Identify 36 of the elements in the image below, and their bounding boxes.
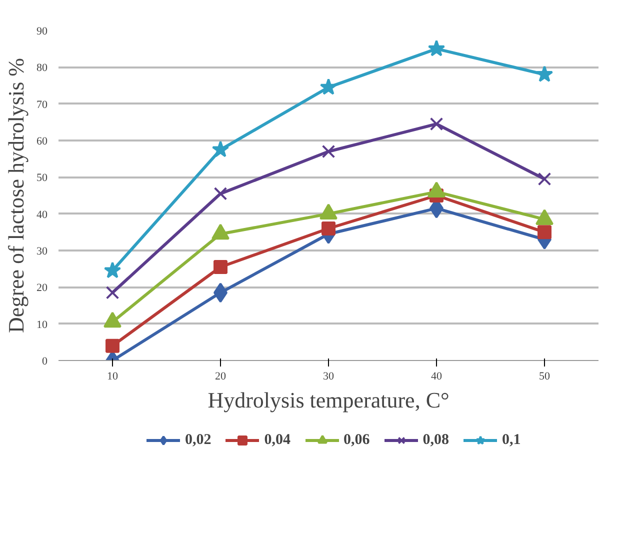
point	[214, 187, 228, 200]
x-tick-label: 10	[107, 370, 118, 382]
point	[106, 286, 120, 300]
x-tick-label: 30	[323, 370, 334, 382]
point	[428, 40, 446, 56]
y-tick-label: 40	[36, 208, 48, 221]
y-tick-label: 10	[36, 318, 48, 331]
point	[536, 66, 554, 82]
point	[104, 262, 122, 278]
y-tick-label: 50	[36, 172, 48, 184]
point	[430, 117, 444, 131]
x-axis-title: Hydrolysis temperature, C°	[208, 388, 450, 412]
legend-label: 0,06	[344, 432, 370, 448]
y-tick-label: 20	[36, 282, 48, 294]
legend-label: 0,04	[264, 432, 290, 448]
x-tick-label: 20	[215, 370, 226, 382]
y-tick-label: 90	[36, 26, 48, 38]
legend-label: 0,08	[422, 432, 449, 448]
legend-label: 0,02	[185, 432, 212, 448]
point	[322, 222, 336, 236]
point	[538, 172, 552, 186]
x-tick-label: 40	[431, 370, 442, 382]
y-tick-label: 80	[36, 62, 48, 74]
point	[214, 260, 228, 274]
point	[538, 225, 552, 240]
y-tick-label: 0	[42, 356, 48, 368]
legend-label: 0,1	[502, 432, 522, 448]
point	[212, 140, 230, 158]
point	[106, 338, 120, 353]
point	[320, 78, 338, 95]
point	[322, 144, 336, 158]
y-tick-label: 60	[36, 136, 48, 148]
y-tick-label: 70	[36, 98, 48, 111]
x-tick-label: 50	[539, 370, 550, 382]
y-axis-title: Degree of lactose hydrolysis %	[4, 58, 28, 333]
y-tick-label: 30	[36, 246, 48, 258]
